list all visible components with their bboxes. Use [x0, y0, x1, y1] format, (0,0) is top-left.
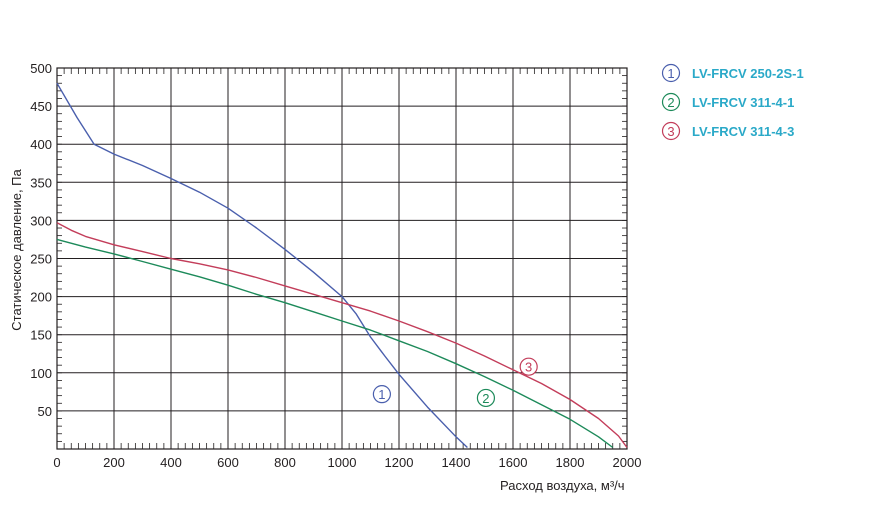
y-tick-label: 450 — [30, 99, 52, 114]
series-marker-circle-1 — [372, 385, 391, 404]
x-tick-label: 2000 — [613, 455, 642, 470]
y-tick-label: 300 — [30, 213, 52, 228]
x-tick-label: 1800 — [556, 455, 585, 470]
grid — [56, 67, 628, 450]
legend-marker-circle — [661, 121, 681, 141]
x-tick-label: 1400 — [442, 455, 471, 470]
legend-marker-circle — [661, 63, 681, 83]
legend-item-1: 1 LV-FRCV 250-2S-1 — [661, 63, 804, 83]
x-tick-label: 1000 — [328, 455, 357, 470]
legend-series-name: LV-FRCV 311-4-3 — [692, 124, 794, 139]
series-line-1 — [56, 82, 468, 449]
x-tick-label: 200 — [103, 455, 125, 470]
legend-marker-label: 3 — [667, 124, 674, 139]
x-tick-label: 800 — [274, 455, 296, 470]
y-tick-label: 100 — [30, 366, 52, 381]
y-tick-label: 200 — [30, 290, 52, 305]
series-marker-label-3: 3 — [525, 360, 532, 375]
series-marker-label-1: 1 — [378, 387, 385, 402]
x-tick-label: 400 — [160, 455, 182, 470]
x-tick-label: 1200 — [385, 455, 414, 470]
legend-marker-label: 2 — [667, 95, 674, 110]
legend-series-name: LV-FRCV 311-4-1 — [692, 95, 794, 110]
y-tick-label: 500 — [30, 61, 52, 76]
tick-labels: 0 200 400 600 800 1000 1200 1400 1600 1800 2000501… — [30, 61, 641, 470]
x-tick-label: 0 — [53, 455, 60, 470]
series-line-3 — [56, 222, 628, 448]
legend-marker-circle — [661, 92, 681, 112]
x-tick-label: 600 — [217, 455, 239, 470]
y-tick-label: 250 — [30, 252, 52, 267]
legend-item-3: 3 LV-FRCV 311-4-3 — [661, 121, 794, 141]
series-lines — [56, 82, 628, 449]
y-tick-label: 150 — [30, 328, 52, 343]
series-marker-label-2: 2 — [482, 391, 489, 406]
legend-item-2: 2 LV-FRCV 311-4-1 — [661, 92, 794, 112]
legend: 1 LV-FRCV 250-2S-1 2 LV-FRCV 311-4-1 3 LV-FRC… — [661, 63, 804, 141]
y-axis-label: Статическое давление, Па — [9, 169, 24, 331]
y-tick-label: 50 — [38, 404, 52, 419]
x-tick-label: 1600 — [499, 455, 528, 470]
series-markers: 1 2 3 — [372, 357, 538, 408]
legend-marker-label: 1 — [667, 66, 674, 81]
series-line-2 — [56, 238, 614, 449]
legend-series-name: LV-FRCV 250-2S-1 — [692, 66, 804, 81]
y-tick-label: 350 — [30, 175, 52, 190]
series-marker-circle-2 — [476, 388, 496, 408]
y-tick-label: 400 — [30, 137, 52, 152]
x-axis-label: Расход воздуха, м³/ч — [500, 478, 625, 493]
series-marker-circle-3 — [519, 357, 538, 376]
minor-ticks — [56, 67, 628, 450]
